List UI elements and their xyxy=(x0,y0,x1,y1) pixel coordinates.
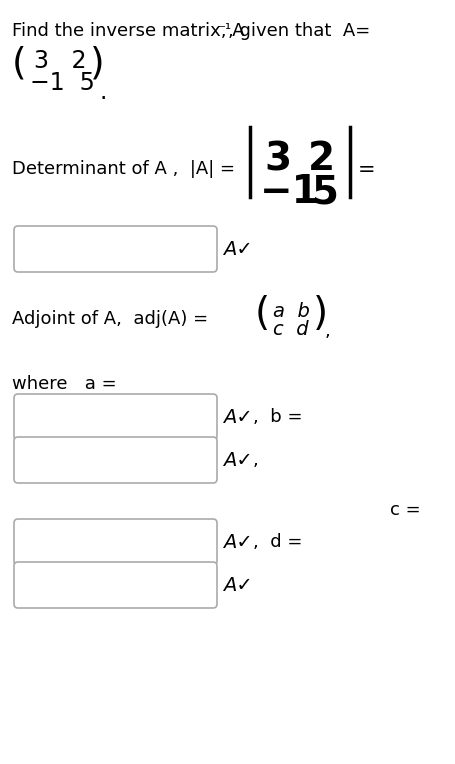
Text: ,: , xyxy=(325,322,331,340)
Text: A✓: A✓ xyxy=(223,576,253,595)
Text: (: ( xyxy=(255,295,270,333)
Text: A✓: A✓ xyxy=(223,451,253,470)
FancyBboxPatch shape xyxy=(14,519,217,565)
Text: 3   2: 3 2 xyxy=(34,49,86,73)
Text: ,  d =: , d = xyxy=(253,533,303,551)
Text: c =: c = xyxy=(390,501,420,519)
FancyBboxPatch shape xyxy=(14,562,217,608)
Text: where   a =: where a = xyxy=(12,375,116,393)
Text: A✓: A✓ xyxy=(223,533,253,552)
Text: ,  b =: , b = xyxy=(253,408,303,426)
Text: ): ) xyxy=(90,45,105,81)
Text: a  b: a b xyxy=(273,302,310,321)
Text: Determinant of A ,  |A| =: Determinant of A , |A| = xyxy=(12,160,235,178)
Text: ⁻¹: ⁻¹ xyxy=(218,22,232,37)
Text: 3: 3 xyxy=(264,140,291,178)
Text: Adjoint of A,  adj(A) =: Adjoint of A, adj(A) = xyxy=(12,310,208,328)
FancyBboxPatch shape xyxy=(14,226,217,272)
FancyBboxPatch shape xyxy=(14,394,217,440)
Text: A✓: A✓ xyxy=(223,408,253,427)
Text: =: = xyxy=(358,160,376,180)
Text: −1  5: −1 5 xyxy=(30,71,95,95)
FancyBboxPatch shape xyxy=(14,437,217,483)
Text: 2: 2 xyxy=(308,140,335,178)
Text: A✓: A✓ xyxy=(223,240,253,259)
Text: ): ) xyxy=(313,295,328,333)
Text: −1: −1 xyxy=(260,173,320,211)
Text: c  d: c d xyxy=(273,320,308,339)
Text: Find the inverse matrix, A: Find the inverse matrix, A xyxy=(12,22,245,40)
Text: (: ( xyxy=(12,45,27,81)
Text: 5: 5 xyxy=(312,173,339,211)
Text: .: . xyxy=(100,80,107,104)
Text: ,: , xyxy=(253,451,259,469)
Text: , given that  A=: , given that A= xyxy=(228,22,370,40)
